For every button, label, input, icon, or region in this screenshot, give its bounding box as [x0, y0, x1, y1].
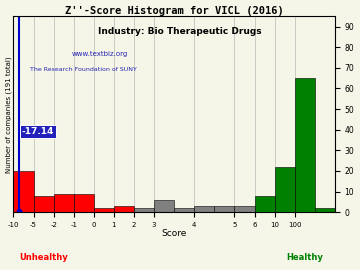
- Text: www.textbiz.org: www.textbiz.org: [71, 50, 127, 56]
- Text: Industry: Bio Therapeutic Drugs: Industry: Bio Therapeutic Drugs: [98, 27, 262, 36]
- Bar: [234, 206, 255, 212]
- Bar: [114, 206, 134, 212]
- Bar: [275, 167, 295, 212]
- Text: Healthy: Healthy: [287, 252, 323, 262]
- Bar: [194, 206, 215, 212]
- Bar: [134, 208, 154, 212]
- Bar: [255, 196, 275, 212]
- Bar: [54, 194, 74, 212]
- Title: Z''-Score Histogram for VICL (2016): Z''-Score Histogram for VICL (2016): [65, 6, 284, 16]
- Bar: [94, 208, 114, 212]
- Bar: [13, 171, 33, 212]
- Bar: [215, 206, 234, 212]
- Bar: [295, 78, 315, 212]
- Text: Unhealthy: Unhealthy: [19, 252, 68, 262]
- Bar: [315, 208, 335, 212]
- Text: The Research Foundation of SUNY: The Research Foundation of SUNY: [30, 67, 136, 72]
- Bar: [154, 200, 174, 212]
- Text: -17.14: -17.14: [22, 127, 54, 136]
- Bar: [174, 208, 194, 212]
- Bar: [74, 194, 94, 212]
- Y-axis label: Number of companies (191 total): Number of companies (191 total): [5, 56, 12, 173]
- Bar: [33, 196, 54, 212]
- X-axis label: Score: Score: [162, 229, 187, 238]
